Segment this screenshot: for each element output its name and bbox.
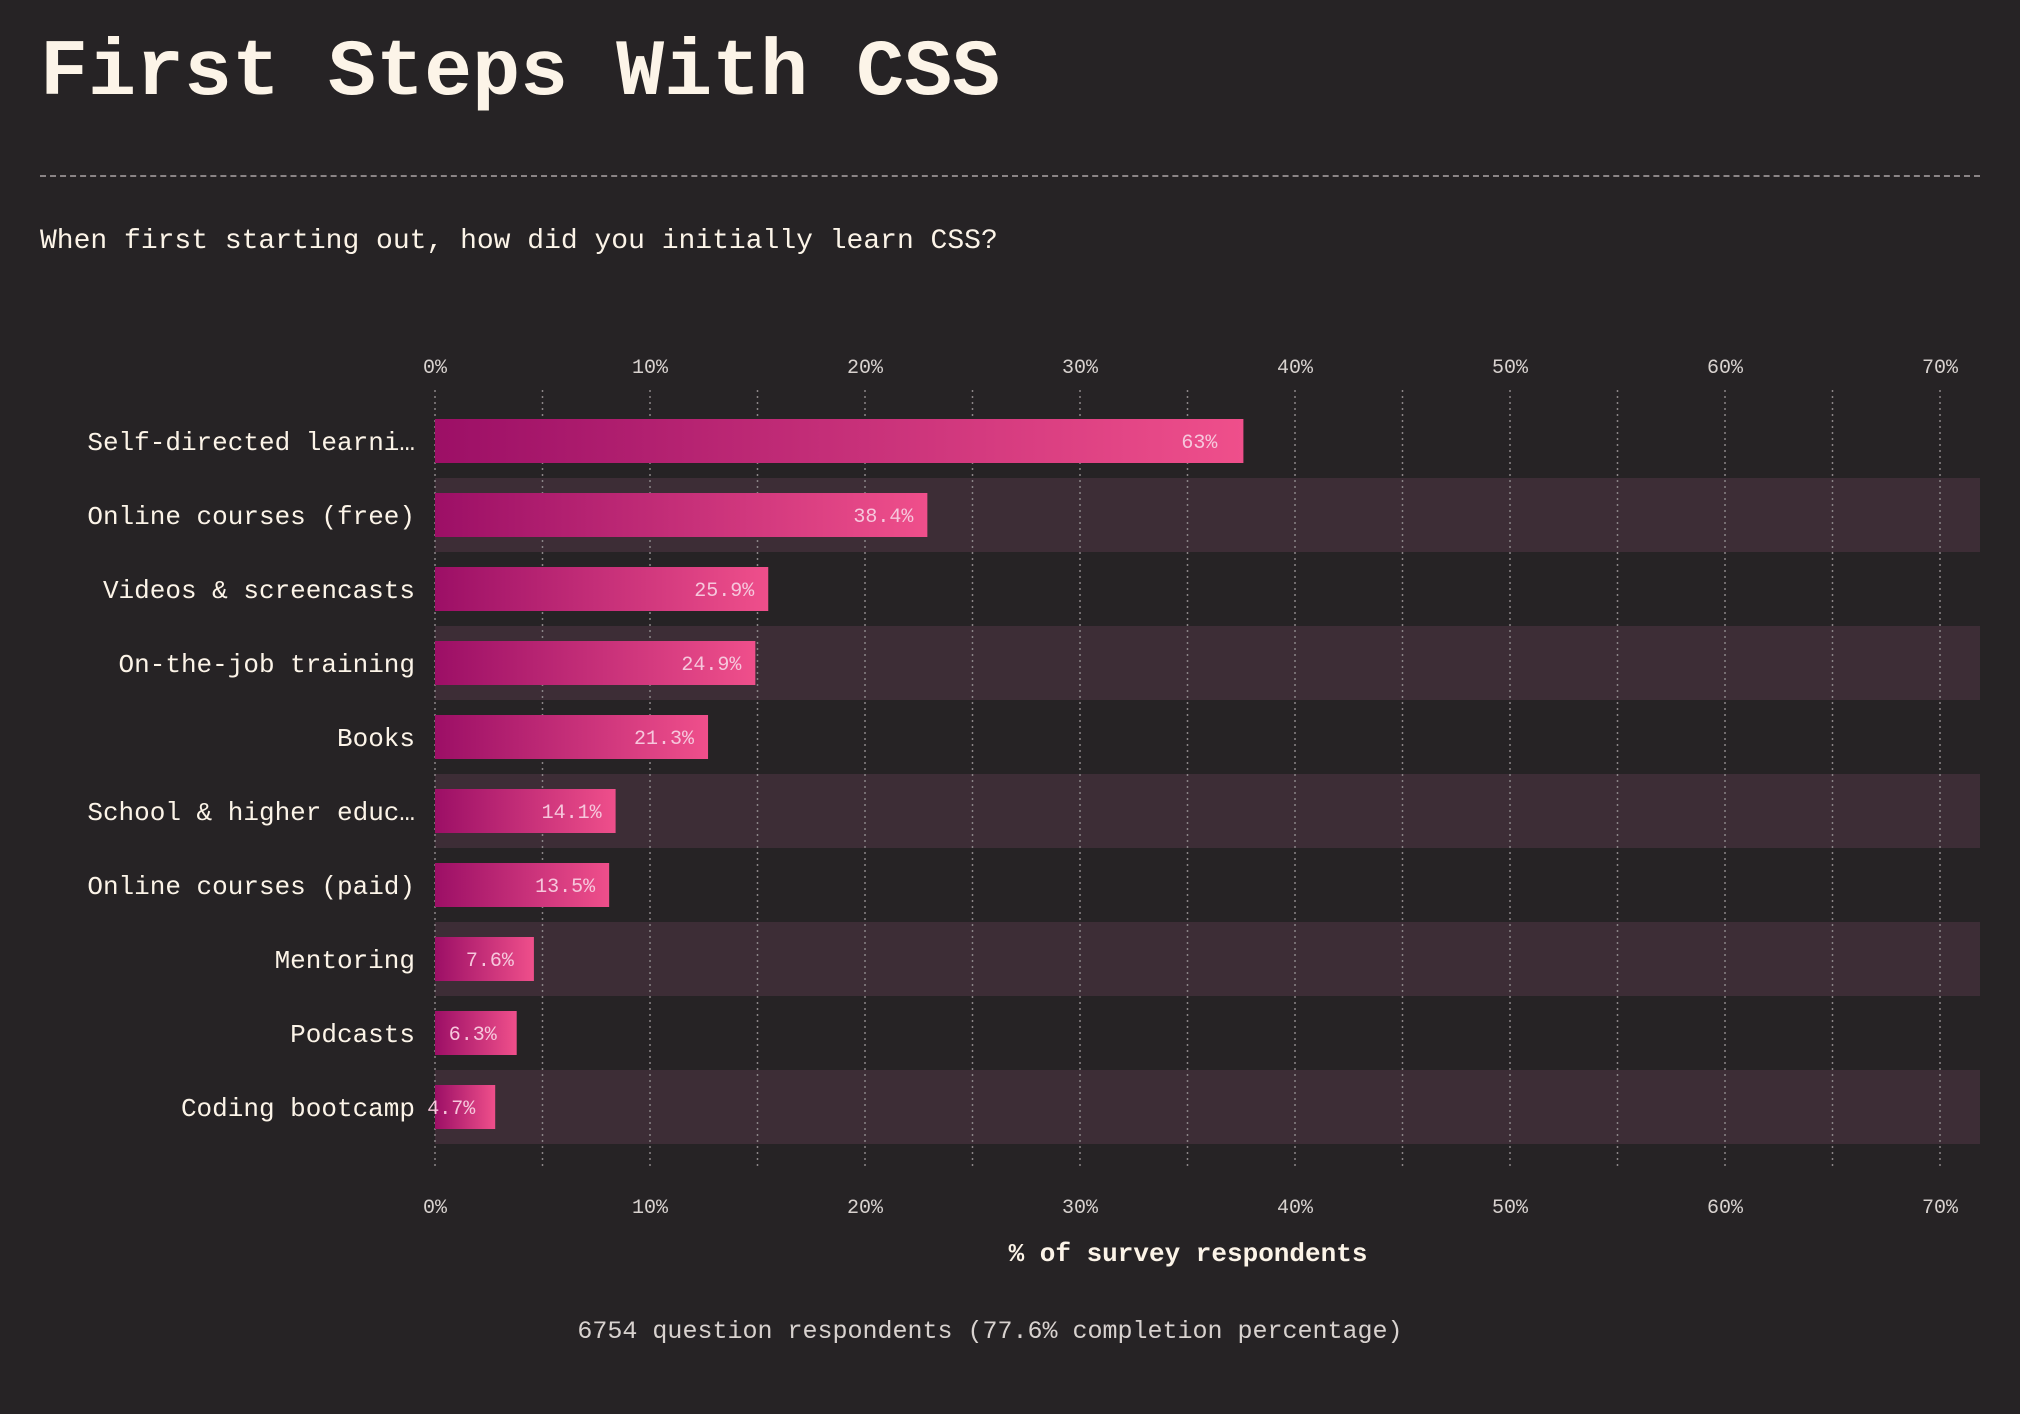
x-axis-top: 0% 10% 20% 30% 40% 50% 60% 70% bbox=[423, 357, 1959, 380]
x-tick-label: 30% bbox=[1062, 357, 1099, 380]
bar-value-label: 6.3% bbox=[449, 1024, 498, 1047]
x-tick-label: 20% bbox=[847, 357, 884, 380]
bar bbox=[435, 641, 756, 685]
x-tick-label: 40% bbox=[1277, 357, 1314, 380]
bar bbox=[435, 493, 928, 537]
x-tick-label: 20% bbox=[847, 1197, 884, 1220]
bar-value-label: 21.3% bbox=[634, 728, 695, 751]
bar bbox=[435, 715, 709, 759]
x-tick-label: 50% bbox=[1492, 357, 1529, 380]
x-tick-label: 70% bbox=[1922, 1197, 1959, 1220]
x-tick-label: 30% bbox=[1062, 1197, 1099, 1220]
category-label: Coding bootcamp bbox=[181, 1094, 415, 1124]
x-axis-bottom: 0% 10% 20% 30% 40% 50% 60% 70% bbox=[423, 1197, 1959, 1220]
row-band bbox=[435, 774, 1980, 848]
category-label: Online courses (paid) bbox=[87, 872, 415, 902]
category-label: Mentoring bbox=[275, 946, 415, 976]
x-tick-label: 40% bbox=[1277, 1197, 1314, 1220]
bars bbox=[435, 419, 1244, 1129]
bar bbox=[435, 1011, 517, 1055]
bar bbox=[435, 789, 616, 833]
bar bbox=[435, 567, 769, 611]
bar-value-label: 14.1% bbox=[542, 802, 603, 825]
category-label: Videos & screencasts bbox=[103, 576, 415, 606]
row-band bbox=[435, 922, 1980, 996]
x-tick-label: 0% bbox=[423, 1197, 448, 1220]
respondents-caption: 6754 question respondents (77.6% complet… bbox=[577, 1317, 1403, 1346]
category-label: Books bbox=[337, 724, 415, 754]
category-labels: Self-directed learni… Online courses (fre… bbox=[87, 428, 415, 1124]
bar bbox=[435, 937, 534, 981]
category-label: School & higher educ… bbox=[87, 798, 415, 828]
bar bbox=[435, 419, 1244, 463]
bar bbox=[435, 1085, 496, 1129]
row-bands bbox=[435, 478, 1980, 1144]
x-tick-label: 60% bbox=[1707, 1197, 1744, 1220]
bar-value-label: 13.5% bbox=[535, 876, 596, 899]
bar-value-label: 4.7% bbox=[427, 1098, 476, 1121]
category-label: Podcasts bbox=[290, 1020, 415, 1050]
bar-value-label: 25.9% bbox=[694, 580, 755, 603]
row-band bbox=[435, 1070, 1980, 1144]
category-label: On-the-job training bbox=[119, 650, 415, 680]
bar-value-label: 7.6% bbox=[466, 950, 515, 973]
page-title: First Steps With CSS bbox=[40, 28, 1001, 119]
x-axis-title: % of survey respondents bbox=[1009, 1239, 1368, 1269]
bar-value-label: 24.9% bbox=[681, 654, 742, 677]
category-label: Online courses (free) bbox=[87, 502, 415, 532]
x-tick-label: 10% bbox=[632, 357, 669, 380]
x-tick-label: 60% bbox=[1707, 357, 1744, 380]
x-tick-label: 10% bbox=[632, 1197, 669, 1220]
bar-value-labels: 63% 38.4% 25.9% 24.9% 21.3% 14.1% 13.5% 7.6% 6.3… bbox=[427, 432, 1218, 1121]
x-tick-label: 70% bbox=[1922, 357, 1959, 380]
title-divider bbox=[40, 175, 1980, 177]
x-tick-label: 50% bbox=[1492, 1197, 1529, 1220]
bar-value-label: 38.4% bbox=[853, 506, 914, 529]
question-text: When first starting out, how did you ini… bbox=[40, 226, 998, 257]
bar-value-label: 63% bbox=[1181, 432, 1218, 455]
bar bbox=[435, 863, 610, 907]
category-label: Self-directed learni… bbox=[87, 428, 415, 458]
x-tick-label: 0% bbox=[423, 357, 448, 380]
